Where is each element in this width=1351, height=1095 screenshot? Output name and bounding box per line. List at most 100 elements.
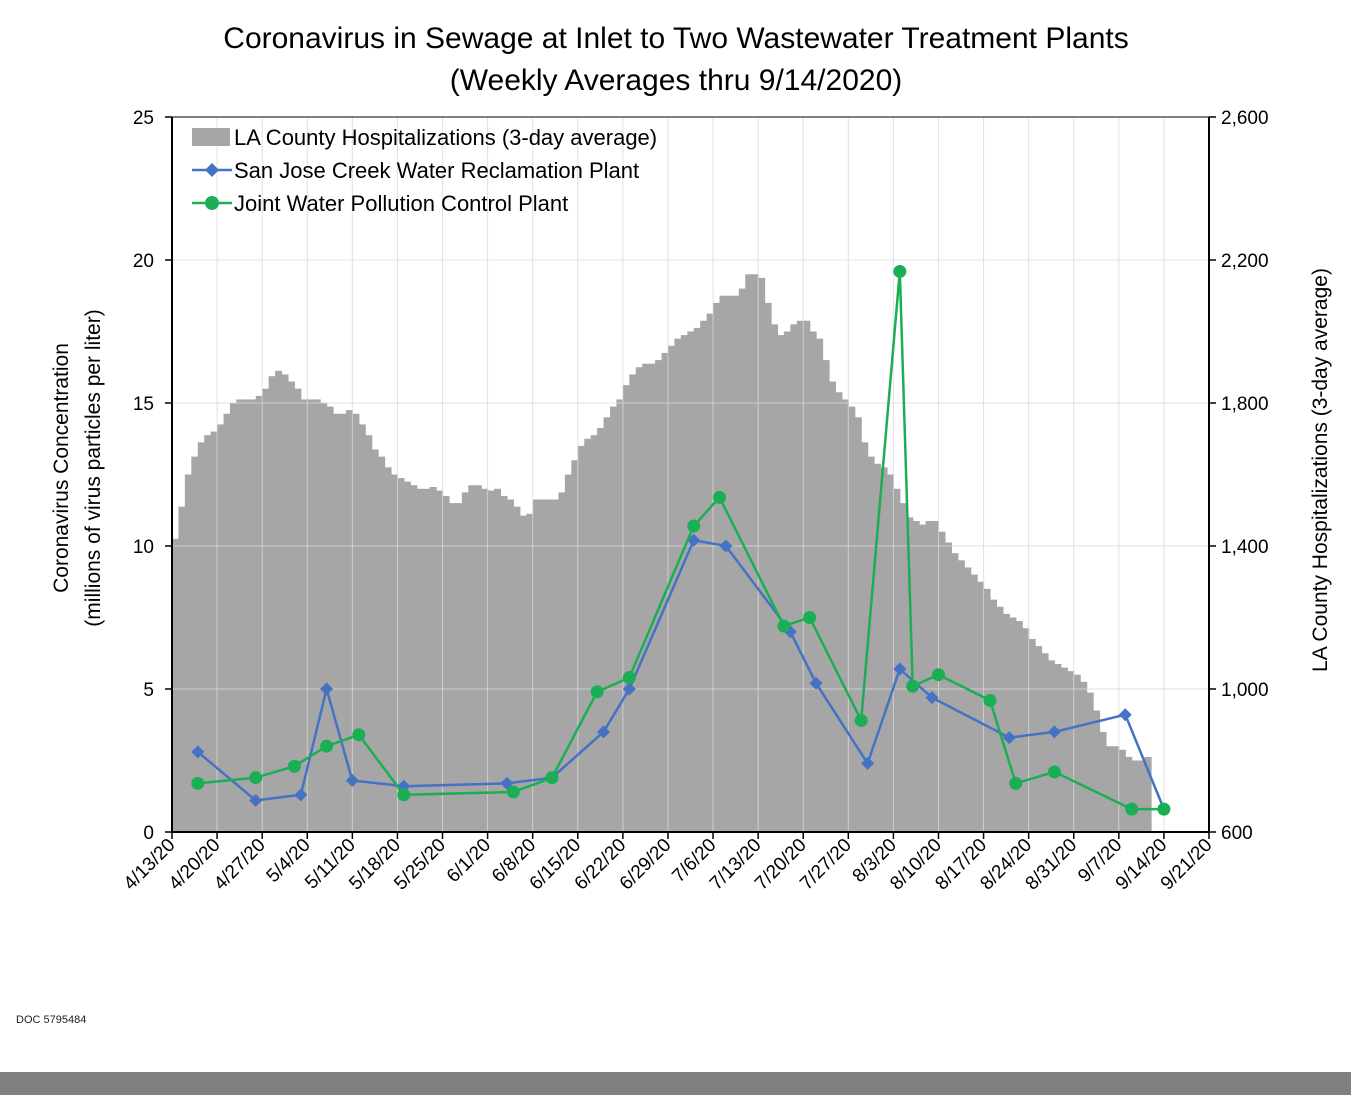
series-point-circle	[1125, 802, 1139, 816]
hospitalization-bar	[822, 360, 830, 832]
hospitalization-bar	[294, 388, 302, 832]
hospitalization-bar	[1131, 760, 1139, 832]
hospitalization-bar	[687, 331, 695, 832]
hospitalization-bar	[1015, 621, 1023, 832]
y-tick-label: 0	[143, 823, 154, 844]
hospitalization-bar	[178, 506, 186, 832]
y-tick-label: 15	[133, 394, 154, 415]
series-point-circle	[506, 785, 520, 799]
hospitalization-bar	[680, 335, 688, 832]
hospitalization-bar	[1060, 667, 1068, 832]
document-id: DOC 5795484	[16, 1014, 87, 1026]
series-point-diamond	[1047, 725, 1061, 739]
series-point-diamond	[597, 725, 611, 739]
legend-label-san-jose: San Jose Creek Water Reclamation Plant	[234, 158, 639, 183]
hospitalization-bar	[603, 417, 611, 832]
hospitalization-bar	[552, 499, 560, 832]
hospitalization-bar	[1002, 613, 1010, 832]
hospitalization-bar	[539, 499, 547, 832]
plant-series	[191, 264, 1171, 816]
hospitalization-bar	[584, 438, 592, 832]
series-point-diamond	[893, 662, 907, 676]
hospitalization-bar	[674, 338, 682, 832]
series-point-diamond	[294, 788, 308, 802]
hospitalization-bar	[1009, 617, 1017, 832]
hospitalization-bar	[506, 499, 514, 832]
hospitalization-bar	[764, 302, 772, 832]
hospitalization-bar	[326, 406, 334, 832]
hospitalization-bar	[275, 370, 283, 832]
series-point-diamond	[345, 774, 359, 788]
y2-tick-label: 2,600	[1221, 108, 1269, 129]
hospitalization-bar	[262, 388, 270, 832]
hospitalization-bar	[365, 435, 373, 832]
hospitalization-bar	[255, 395, 263, 832]
hospitalization-bar	[1125, 756, 1133, 832]
hospitalization-bar	[1054, 663, 1062, 832]
series-point-circle	[320, 739, 334, 753]
hospitalization-bar	[352, 413, 360, 832]
y2-tick-label: 2,200	[1221, 251, 1269, 272]
hospitalization-bar	[532, 499, 540, 832]
series-point-circle	[249, 771, 263, 785]
series-point-circle	[1157, 802, 1171, 816]
hospitalization-bar	[1073, 674, 1081, 832]
hospitalization-bar	[893, 488, 901, 832]
hospitalization-bar	[609, 406, 618, 832]
hospitalization-bar	[713, 302, 721, 832]
series-point-diamond	[925, 691, 939, 705]
hospitalization-bar	[384, 467, 392, 832]
hospitalization-bar	[416, 488, 424, 832]
series-point-circle	[545, 771, 559, 785]
hospitalization-bar	[481, 488, 489, 832]
hospitalization-bar	[938, 531, 946, 832]
hospitalization-bar	[816, 338, 824, 832]
series-point-circle	[397, 788, 411, 802]
x-tick-label: 4/27/20	[210, 835, 270, 895]
hospitalization-bar	[629, 374, 637, 832]
legend-marker-diamond	[205, 163, 219, 177]
hospitalization-bar	[964, 567, 972, 832]
series-point-circle	[352, 728, 366, 742]
hospitalization-bar	[1099, 731, 1107, 832]
series-point-diamond	[500, 776, 514, 790]
series-point-circle	[854, 713, 868, 727]
hospitalization-bar	[751, 274, 759, 832]
hospitalization-bar	[828, 381, 837, 832]
y-tick-label: 5	[143, 680, 154, 701]
hospitalization-bar	[996, 606, 1004, 832]
hospitalization-bar	[693, 327, 701, 832]
hospitalization-bar	[616, 399, 624, 832]
series-point-diamond	[719, 539, 733, 553]
legend-label-hospitalizations: LA County Hospitalizations (3-day averag…	[234, 125, 657, 150]
hospitalization-bar	[474, 485, 482, 832]
hospitalization-bar	[436, 490, 444, 832]
hospitalization-bar	[461, 492, 469, 833]
hospitalization-bar	[622, 385, 630, 833]
hospitalization-bar	[1118, 749, 1126, 832]
series-point-circle	[983, 693, 997, 707]
y-tick-label: 20	[133, 251, 154, 272]
series-point-circle	[777, 619, 791, 633]
hospitalization-bar	[1022, 628, 1030, 832]
hospitalization-bar	[236, 399, 244, 832]
hospitalization-bar	[345, 410, 353, 832]
hospitalization-bar	[217, 424, 225, 832]
y-tick-label: 10	[133, 537, 154, 558]
series-point-diamond	[249, 794, 263, 808]
y2-tick-label: 1,000	[1221, 680, 1269, 701]
y2-tick-label: 1,800	[1221, 394, 1269, 415]
hospitalization-bar	[410, 485, 418, 832]
y-axis-label-units: (millions of virus particles per liter)	[82, 309, 105, 626]
hospitalization-bar	[854, 417, 862, 832]
hospitalization-bar	[577, 445, 585, 832]
hospitalization-bar	[1035, 646, 1043, 832]
y2-tick-label: 600	[1221, 823, 1253, 844]
hospitalization-bar	[642, 363, 650, 832]
y-axis-label: Coronavirus Concentration	[50, 343, 73, 593]
hospitalization-bar	[455, 503, 463, 832]
hospitalization-bar	[925, 520, 933, 832]
series-point-circle	[590, 685, 604, 699]
hospitalization-bar	[648, 363, 656, 832]
series-point-diamond	[1002, 731, 1016, 745]
